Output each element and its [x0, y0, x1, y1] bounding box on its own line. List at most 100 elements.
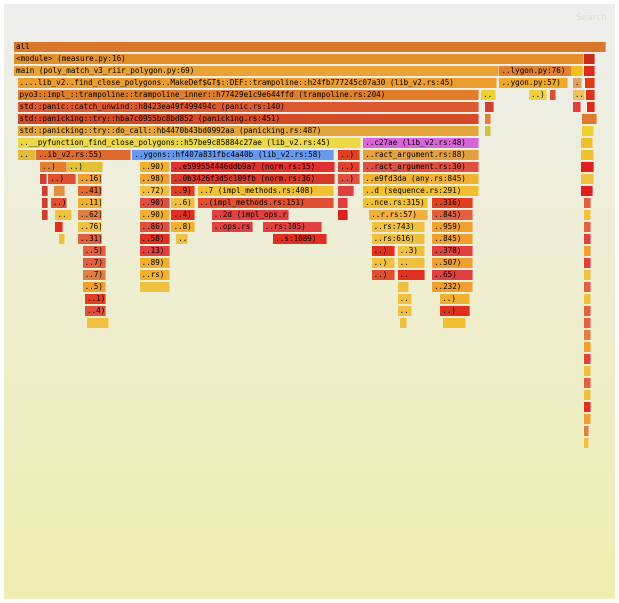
flame-frame[interactable]: [583, 366, 591, 376]
flame-frame[interactable]: ..s:1089): [273, 234, 327, 244]
flame-frame[interactable]: ..2d (impl_ops.rs:77): [211, 210, 289, 220]
flame-frame[interactable]: [581, 150, 595, 160]
flame-frame[interactable]: ..: [397, 294, 412, 304]
flame-frame[interactable]: main (poly_match_v3_riir_polygon.py:69): [14, 66, 500, 76]
flame-frame[interactable]: [42, 198, 49, 208]
flame-frame[interactable]: ..: [397, 270, 425, 280]
flame-frame[interactable]: ..): [338, 150, 360, 160]
flame-frame[interactable]: ..): [338, 174, 360, 184]
flame-frame[interactable]: ..: [397, 258, 425, 268]
flame-frame[interactable]: ..): [529, 90, 547, 100]
flame-frame[interactable]: ..845): [431, 210, 474, 220]
flame-frame[interactable]: ..90): [139, 162, 171, 172]
flame-frame[interactable]: [582, 114, 598, 124]
flame-frame[interactable]: [485, 102, 495, 112]
flame-frame[interactable]: ..): [440, 294, 470, 304]
flame-frame[interactable]: [583, 342, 591, 352]
flame-frame[interactable]: pyo3::impl_::trampoline::trampoline_inne…: [17, 90, 480, 100]
flame-frame[interactable]: ..232): [431, 282, 474, 292]
flame-frame[interactable]: [338, 210, 348, 220]
flame-frame[interactable]: ..89): [139, 258, 171, 268]
flame-frame[interactable]: ..13): [139, 246, 171, 256]
flame-frame[interactable]: ..: [572, 90, 585, 100]
flame-frame[interactable]: [581, 138, 593, 148]
flame-frame[interactable]: [583, 54, 596, 64]
flame-frame[interactable]: [397, 282, 410, 292]
flame-frame[interactable]: ..507): [431, 258, 474, 268]
flame-frame[interactable]: ..: [176, 234, 189, 244]
flame-frame[interactable]: ..62): [77, 210, 102, 220]
flame-frame[interactable]: ..ygon.py:57): [499, 78, 569, 88]
flame-frame[interactable]: ..ygons::hf407a831fbc4a40b (lib_v2.rs:58…: [132, 150, 334, 160]
flame-frame[interactable]: ..5): [82, 246, 107, 256]
flame-frame[interactable]: ..rs): [139, 270, 171, 280]
flame-frame[interactable]: ..16): [77, 174, 102, 184]
flame-frame[interactable]: [583, 354, 591, 364]
flame-frame[interactable]: [587, 102, 596, 112]
flame-frame[interactable]: ..ract_argument.rs:88): [363, 150, 479, 160]
flame-frame[interactable]: ..8): [171, 222, 196, 232]
flame-frame[interactable]: [583, 294, 591, 304]
flame-frame[interactable]: ..rs:616): [371, 234, 425, 244]
flame-frame[interactable]: ..e599554446ddb9a7 (norm.rs:15): [171, 162, 335, 172]
flame-frame[interactable]: [583, 330, 591, 340]
flame-frame[interactable]: ..): [67, 162, 103, 172]
flame-frame[interactable]: ..): [440, 306, 470, 316]
flame-frame[interactable]: [583, 306, 591, 316]
flame-frame[interactable]: ..90): [139, 210, 171, 220]
flame-frame[interactable]: [583, 390, 591, 400]
flame-frame[interactable]: [583, 282, 591, 292]
flame-frame[interactable]: [583, 66, 596, 76]
flame-frame[interactable]: ..d (sequence.rs:291): [363, 186, 479, 196]
flame-frame[interactable]: ..): [371, 258, 396, 268]
flame-frame[interactable]: all: [14, 42, 606, 52]
flame-frame[interactable]: ..__pyfunction_find_close_polygons::h57b…: [17, 138, 361, 148]
flame-frame[interactable]: ..959): [431, 222, 474, 232]
flame-frame[interactable]: [338, 186, 354, 196]
flame-frame[interactable]: [87, 318, 109, 328]
flame-frame[interactable]: ..9): [171, 186, 196, 196]
flame-frame[interactable]: [583, 414, 591, 424]
flame-frame[interactable]: ..ib_v2.rs:55): [36, 150, 132, 160]
flame-frame[interactable]: [583, 318, 591, 328]
flame-frame[interactable]: [583, 222, 591, 232]
flame-frame[interactable]: std::panicking::try::do_call::hb4470b43b…: [17, 126, 480, 136]
flame-frame[interactable]: ..6): [171, 198, 196, 208]
flame-frame[interactable]: ..7): [82, 258, 107, 268]
flame-frame[interactable]: ..rs:743): [371, 222, 425, 232]
flame-frame[interactable]: ..72): [139, 186, 171, 196]
search-button[interactable]: Search: [576, 13, 607, 23]
flame-frame[interactable]: ..86): [139, 222, 171, 232]
flame-frame[interactable]: [442, 318, 467, 328]
flame-frame[interactable]: ..rs:105): [262, 222, 322, 232]
flame-frame[interactable]: ..nce.rs:315): [363, 198, 429, 208]
flame-frame[interactable]: ..7 (impl_methods.rs:408): [197, 186, 334, 196]
flame-frame[interactable]: ..4): [85, 306, 107, 316]
flame-frame[interactable]: ..: [55, 210, 72, 220]
flame-frame[interactable]: [42, 210, 49, 220]
flame-frame[interactable]: ..): [50, 198, 68, 208]
flame-frame[interactable]: [58, 234, 65, 244]
flame-frame[interactable]: [581, 186, 593, 196]
flame-frame[interactable]: [581, 162, 595, 172]
flame-frame[interactable]: ..3): [397, 246, 425, 256]
flame-frame[interactable]: ..c27ae (lib_v2.rs:48): [363, 138, 479, 148]
flame-frame[interactable]: ..): [48, 174, 76, 184]
flame-frame[interactable]: ..41): [77, 186, 102, 196]
flame-frame[interactable]: ..7): [82, 270, 107, 280]
flame-frame[interactable]: [581, 174, 595, 184]
flame-frame[interactable]: ..0b3426f3d5c109fb (norm.rs:36): [171, 174, 335, 184]
flame-frame[interactable]: std::panicking::try::hba7c0955bc8bd852 (…: [17, 114, 480, 124]
flame-frame[interactable]: [584, 78, 596, 88]
flame-frame[interactable]: ..4): [171, 210, 196, 220]
flame-frame[interactable]: [583, 246, 591, 256]
flame-frame[interactable]: [583, 378, 591, 388]
flame-frame[interactable]: [572, 102, 582, 112]
flame-frame[interactable]: [583, 270, 591, 280]
flame-frame[interactable]: ..ops.rs): [211, 222, 254, 232]
flame-frame[interactable]: [54, 186, 65, 196]
flame-frame[interactable]: ..): [40, 162, 68, 172]
flame-frame[interactable]: <module> (measure.py:16): [14, 54, 584, 64]
flame-frame[interactable]: [583, 210, 591, 220]
flame-frame[interactable]: [42, 186, 49, 196]
